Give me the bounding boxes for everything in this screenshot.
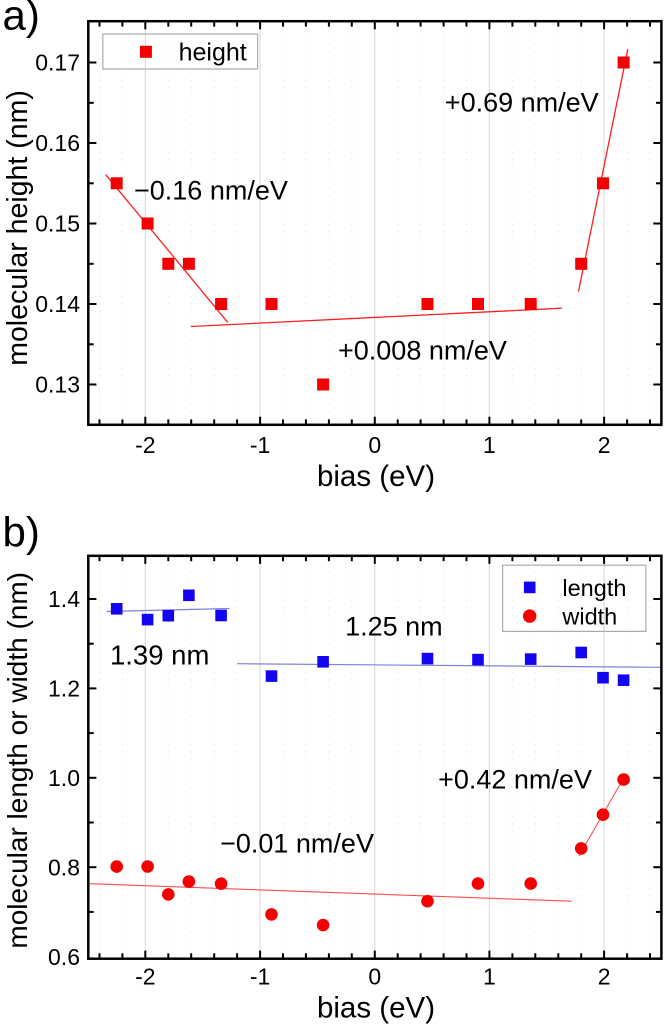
svg-text:b): b)	[3, 509, 40, 556]
svg-text:bias (eV): bias (eV)	[317, 460, 435, 493]
svg-text:0: 0	[368, 432, 381, 458]
svg-text:1.25 nm: 1.25 nm	[345, 612, 443, 642]
svg-text:2: 2	[598, 964, 611, 990]
svg-text:0.15: 0.15	[35, 211, 80, 237]
svg-text:+0.008 nm/eV: +0.008 nm/eV	[338, 336, 507, 366]
svg-text:width: width	[561, 604, 617, 630]
svg-text:0.8: 0.8	[48, 854, 80, 880]
svg-text:0.13: 0.13	[35, 372, 80, 398]
svg-text:−0.01 nm/eV: −0.01 nm/eV	[220, 829, 374, 859]
svg-text:0.6: 0.6	[48, 944, 80, 970]
svg-text:1.2: 1.2	[48, 676, 80, 702]
svg-text:+0.69 nm/eV: +0.69 nm/eV	[445, 87, 599, 117]
svg-text:−0.16 nm/eV: −0.16 nm/eV	[134, 176, 288, 206]
svg-text:a): a)	[3, 0, 40, 39]
svg-text:0.14: 0.14	[35, 291, 80, 317]
svg-text:height: height	[179, 39, 247, 67]
svg-text:1: 1	[483, 432, 496, 458]
svg-text:-1: -1	[250, 964, 270, 990]
svg-text:0.17: 0.17	[35, 50, 80, 76]
svg-text:molecular height (nm): molecular height (nm)	[2, 90, 34, 366]
svg-text:1.0: 1.0	[48, 765, 80, 791]
svg-text:2: 2	[598, 432, 611, 458]
svg-text:bias (eV): bias (eV)	[317, 992, 435, 1024]
svg-text:1.39 nm: 1.39 nm	[110, 640, 209, 671]
svg-text:length: length	[562, 575, 626, 601]
svg-text:-2: -2	[135, 964, 155, 990]
svg-text:1: 1	[483, 964, 496, 990]
svg-text:molecular length or width (nm): molecular length or width (nm)	[2, 572, 33, 949]
svg-text:-1: -1	[250, 432, 270, 458]
svg-text:0: 0	[368, 964, 381, 990]
svg-text:+0.42 nm/eV: +0.42 nm/eV	[438, 765, 592, 795]
svg-text:0.16: 0.16	[35, 130, 80, 156]
svg-text:-2: -2	[135, 432, 155, 458]
svg-text:1.4: 1.4	[48, 586, 80, 612]
